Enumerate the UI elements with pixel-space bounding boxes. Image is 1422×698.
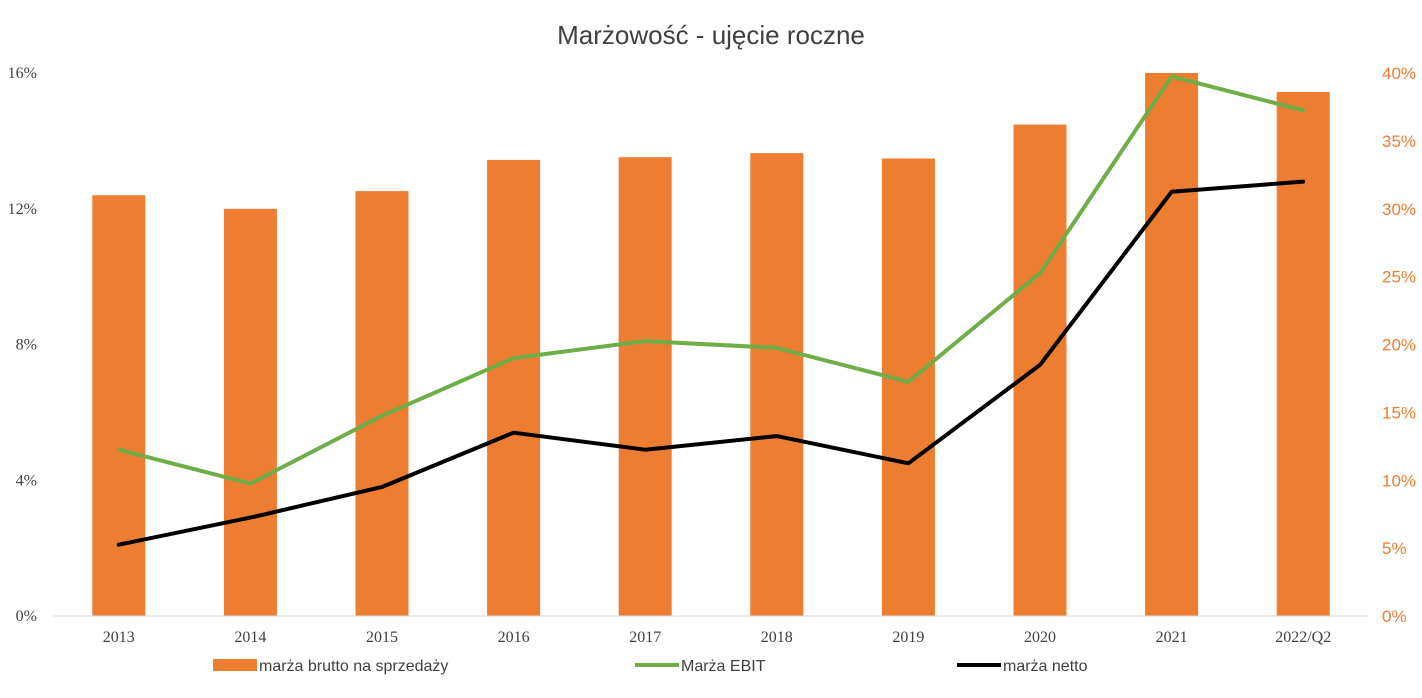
right-tick-label: 5% [1382,539,1407,558]
legend-item: marża netto [957,658,1088,675]
x-tick-label: 2021 [1156,629,1188,646]
right-tick-label: 40% [1382,64,1416,83]
left-tick-label: 4% [16,472,37,489]
bars-layer [92,73,1330,617]
bar-2019 [881,158,935,616]
right-tick-label: 10% [1382,471,1416,490]
legend-label: marża netto [1003,658,1088,675]
legend-label: Marża EBIT [681,658,766,675]
bar-2014 [223,208,277,617]
x-tick-label: 2022/Q2 [1275,629,1331,646]
x-tick-label: 2017 [629,629,661,646]
bar-2016 [487,159,541,616]
bar-2013 [92,195,146,616]
legend-item: marża brutto na sprzedaży [213,658,448,675]
left-tick-label: 12% [8,201,37,218]
right-tick-label: 0% [1382,607,1407,626]
x-tick-label: 2018 [761,629,793,646]
x-tick-label: 2013 [103,629,135,646]
legend-label: marża brutto na sprzedaży [259,658,448,675]
legend-item: Marża EBIT [635,658,766,675]
right-axis-ticks: 0% 5% 10% 15% 20% 25% 30% 35% 40% [1382,64,1416,626]
x-tick-label: 2016 [498,629,530,646]
left-axis-ticks: 0% 4% 8% 12% 16% [8,65,37,625]
right-tick-label: 30% [1382,200,1416,219]
right-tick-label: 15% [1382,403,1416,422]
chart-title: Marżowość - ujęcie roczne [557,20,865,50]
right-tick-label: 25% [1382,268,1416,287]
bar-2015 [355,191,409,616]
x-tick-label: 2014 [234,629,266,646]
left-tick-label: 8% [16,337,37,354]
bar-2022-Q2 [1276,92,1330,616]
line-series-1 [116,74,1306,486]
lines-layer [116,74,1306,547]
line-series-2 [116,179,1306,547]
right-tick-label: 20% [1382,336,1416,355]
bar-2021 [1145,73,1199,616]
x-tick-label: 2020 [1024,629,1056,646]
legend: marża brutto na sprzedaży Marża EBIT marża… [213,658,1088,675]
legend-swatch-bar [213,659,257,671]
x-axis-ticks: 2013 2014 2015 2016 2017 2018 2019 2020 2021 2022… [103,629,1331,646]
bar-2018 [750,153,804,616]
right-tick-label: 35% [1382,132,1416,151]
bar-2020 [1013,124,1067,616]
bar-2017 [618,157,672,616]
x-tick-label: 2019 [892,629,924,646]
x-tick-label: 2015 [366,629,398,646]
left-tick-label: 0% [16,608,37,625]
left-tick-label: 16% [8,65,37,82]
